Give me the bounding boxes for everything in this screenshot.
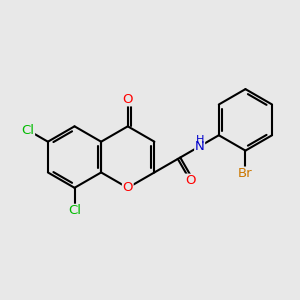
Text: H: H [195,135,204,145]
Text: Br: Br [238,167,253,180]
Text: O: O [185,174,196,187]
Text: O: O [122,181,133,194]
Text: O: O [122,93,133,106]
Text: N: N [195,140,205,153]
Text: Cl: Cl [21,124,34,137]
Text: Cl: Cl [68,204,81,218]
